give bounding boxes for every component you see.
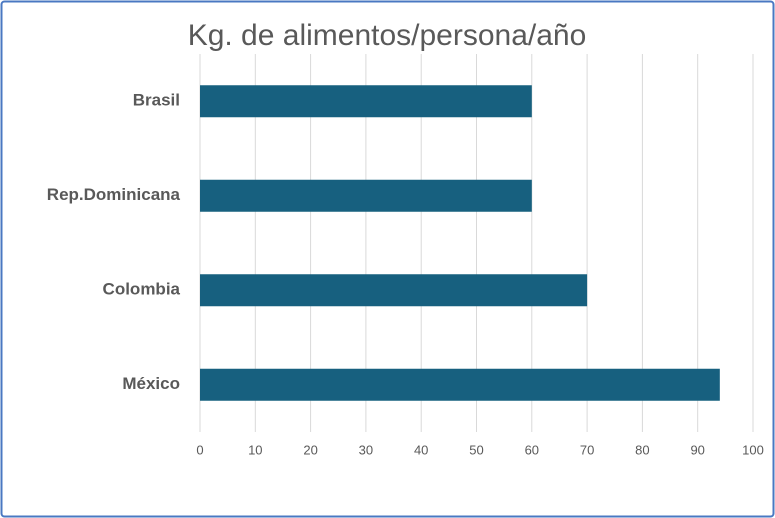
x-tick-label: 20 xyxy=(303,442,317,457)
x-tick-label: 50 xyxy=(469,442,483,457)
bar xyxy=(200,179,532,212)
chart-title: Kg. de alimentos/persona/año xyxy=(188,19,587,52)
x-tick-label: 70 xyxy=(580,442,594,457)
x-tick-label: 60 xyxy=(525,442,539,457)
x-tick-label: 30 xyxy=(359,442,373,457)
x-tick-label: 40 xyxy=(414,442,428,457)
y-tick-label: Colombia xyxy=(103,280,181,299)
bar xyxy=(200,368,720,401)
y-tick-label: Brasil xyxy=(133,91,180,110)
y-tick-label: Rep.Dominicana xyxy=(47,185,181,204)
bar xyxy=(200,85,532,118)
x-tick-label: 10 xyxy=(248,442,262,457)
x-tick-label: 80 xyxy=(635,442,649,457)
x-tick-label: 90 xyxy=(690,442,704,457)
y-tick-label: México xyxy=(122,374,180,393)
x-tick-label: 100 xyxy=(742,442,764,457)
bar xyxy=(200,274,588,307)
x-tick-label: 0 xyxy=(196,442,203,457)
